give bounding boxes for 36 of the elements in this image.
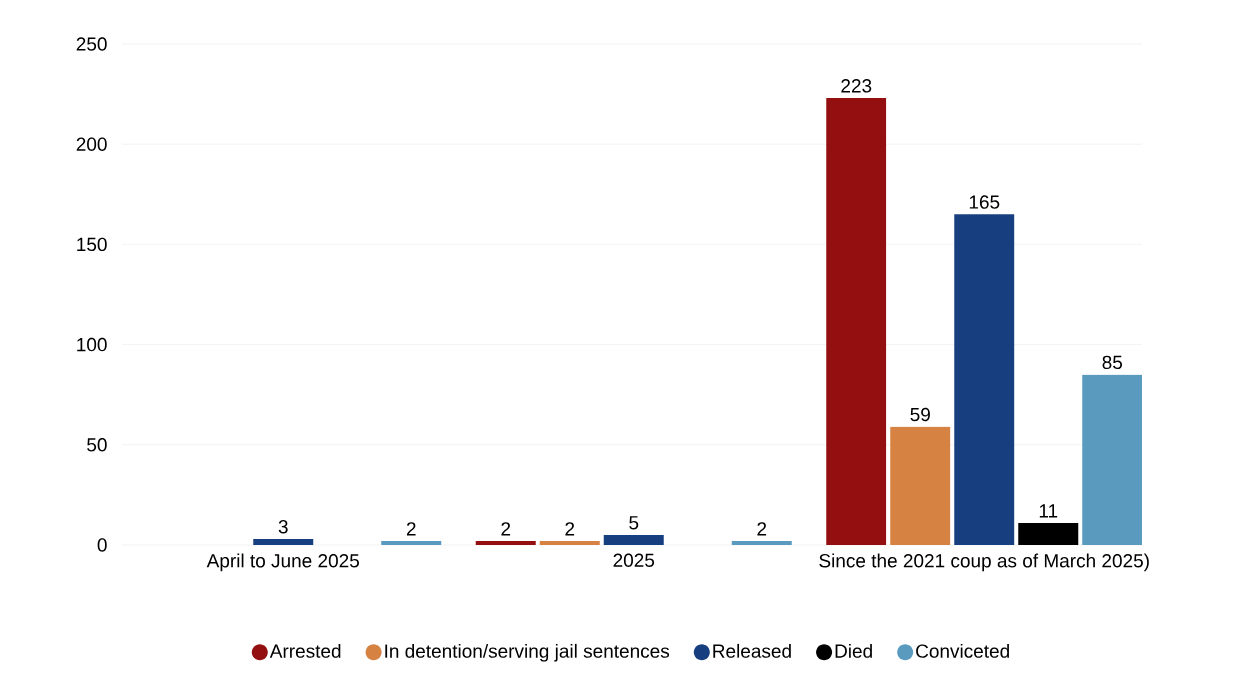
y-tick-label: 0 <box>97 538 107 552</box>
x-tick-label: 2025 <box>613 553 655 567</box>
data-label: 59 <box>910 407 930 422</box>
data-label: 2 <box>757 522 767 536</box>
data-label: 85 <box>1102 355 1123 370</box>
bar <box>890 426 951 545</box>
y-tick-label: 50 <box>87 438 107 452</box>
data-label: 5 <box>629 516 639 530</box>
x-tick-label: Since the 2021 coup as of March 2025) <box>819 553 1149 572</box>
data-label: 2 <box>406 522 416 536</box>
y-tick-label: 200 <box>76 137 107 151</box>
bar <box>1018 522 1079 545</box>
bar <box>1082 374 1142 545</box>
x-tick-label: April to June 2025 <box>206 553 359 572</box>
bar <box>603 534 664 545</box>
data-label: 3 <box>278 519 288 534</box>
legend-label: Arrested <box>269 643 341 658</box>
bar <box>475 540 536 545</box>
legend-label: Died <box>835 643 872 658</box>
legend-label: Conviceted <box>916 643 1009 658</box>
bar <box>381 540 442 545</box>
bar <box>253 538 314 545</box>
data-label: 223 <box>841 79 872 93</box>
data-label: 11 <box>1039 504 1058 518</box>
y-tick-label: 250 <box>76 37 107 51</box>
data-label: 165 <box>969 195 1000 209</box>
bar <box>954 214 1015 545</box>
data-label: 2 <box>501 522 511 536</box>
legend-label: In detention/serving jail sentences <box>385 643 670 662</box>
bar <box>826 98 887 545</box>
y-tick-label: 150 <box>77 237 107 252</box>
data-label: 2 <box>565 522 575 536</box>
legend-label: Released <box>713 643 791 658</box>
y-tick-label: 100 <box>77 337 107 352</box>
bar <box>539 540 600 545</box>
bar <box>731 540 792 545</box>
